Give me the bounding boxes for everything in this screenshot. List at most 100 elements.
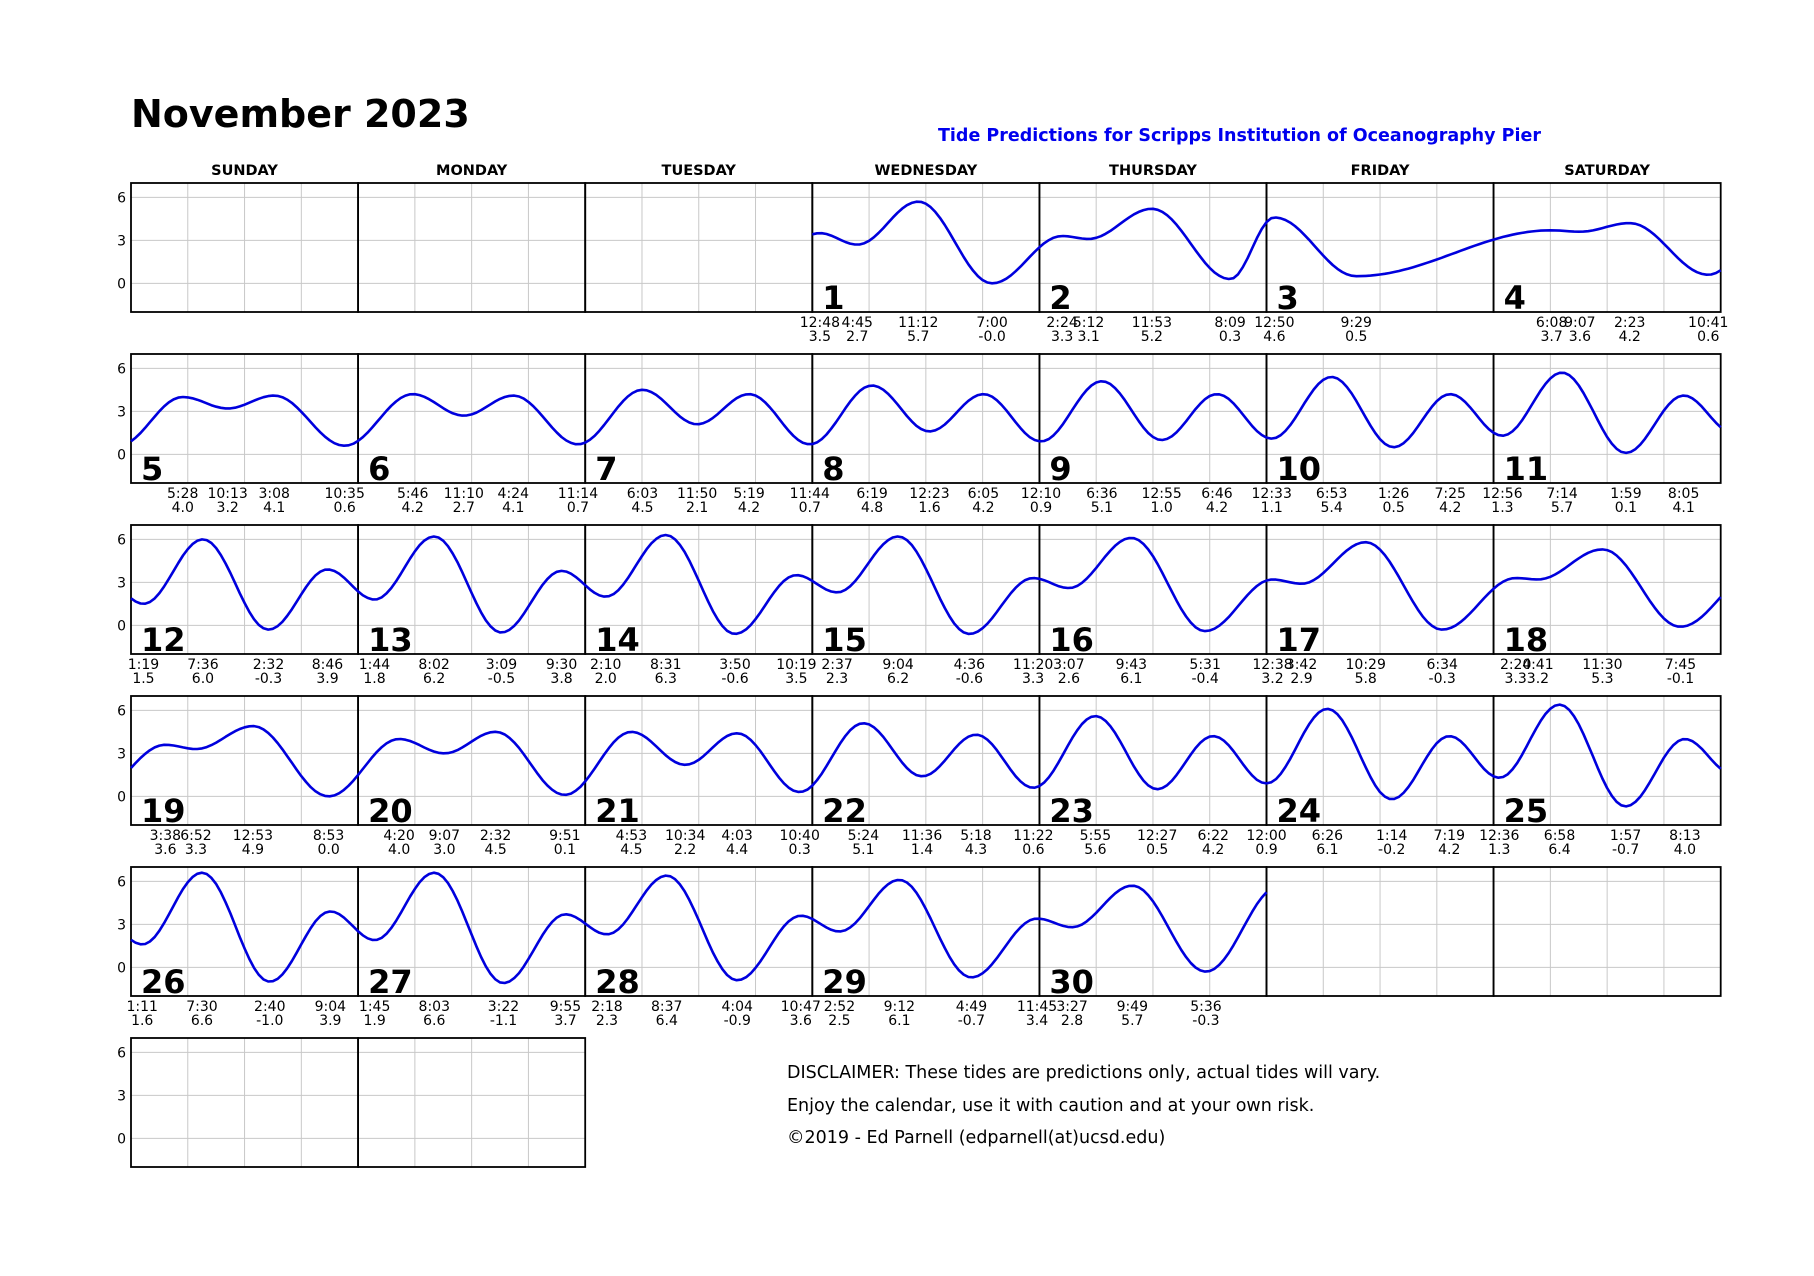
tide-height-label: 6.1	[1316, 842, 1338, 858]
tide-height-label: 6.4	[1548, 842, 1570, 858]
chart-subtitle: Tide Predictions for Scripps Institution…	[938, 126, 1541, 146]
tide-height-label: 3.3	[1051, 329, 1073, 345]
tide-time-label: 2:40	[254, 999, 285, 1015]
tide-time-label: 2:32	[480, 828, 511, 844]
tide-time-label: 1:14	[1376, 828, 1408, 844]
tide-height-label: -1.0	[256, 1013, 283, 1029]
tide-height-label: 4.2	[738, 500, 760, 516]
tide-height-label: 1.0	[1150, 500, 1172, 516]
tide-time-label: 12:53	[233, 828, 273, 844]
y-tick-label: 0	[117, 276, 126, 292]
tide-height-label: 1.1	[1261, 500, 1283, 516]
tide-time-label: 5:12	[1073, 315, 1104, 331]
day-number: 2	[1049, 279, 1071, 317]
tide-height-label: 0.9	[1255, 842, 1277, 858]
y-tick-label: 6	[117, 361, 126, 377]
tide-time-label: 9:29	[1341, 315, 1372, 331]
tide-height-label: 4.2	[1206, 500, 1228, 516]
tide-height-label: 5.8	[1355, 671, 1377, 687]
tide-time-label: 11:44	[790, 486, 830, 502]
tide-time-label: 8:03	[419, 999, 450, 1015]
tide-time-label: 5:18	[960, 828, 991, 844]
tide-height-label: 3.3	[1505, 671, 1527, 687]
tide-time-label: 1:59	[1610, 486, 1641, 502]
tide-height-label: 4.4	[726, 842, 748, 858]
tide-time-label: 12:33	[1252, 486, 1292, 502]
day-number: 21	[595, 792, 640, 830]
weekday-header: MONDAY	[436, 163, 508, 179]
tide-time-label: 10:13	[207, 486, 247, 502]
tide-curve	[812, 200, 1722, 285]
tide-time-label: 12:50	[1254, 315, 1294, 331]
tide-time-label: 3:07	[1053, 657, 1084, 673]
tide-height-label: 6.1	[1120, 671, 1142, 687]
tide-time-label: 4:04	[722, 999, 754, 1015]
tide-height-label: -0.7	[1612, 842, 1639, 858]
tide-height-label: 6.2	[423, 671, 445, 687]
day-number: 1	[822, 279, 844, 317]
tide-height-label: 4.2	[1619, 329, 1641, 345]
y-tick-label: 3	[117, 575, 126, 591]
tide-time-label: 8:02	[418, 657, 449, 673]
tide-time-label: 4:45	[842, 315, 873, 331]
tide-time-label: 3:08	[258, 486, 289, 502]
tide-time-label: 10:29	[1346, 657, 1386, 673]
tide-time-label: 8:31	[650, 657, 681, 673]
tide-height-label: 3.3	[1022, 671, 1044, 687]
tide-time-label: 7:25	[1435, 486, 1466, 502]
tide-time-label: 9:04	[882, 657, 914, 673]
tide-height-label: 4.6	[1263, 329, 1285, 345]
tide-curve	[130, 371, 1722, 455]
tide-height-label: -0.5	[488, 671, 515, 687]
day-number: 13	[368, 621, 413, 659]
tide-height-label: 0.5	[1345, 329, 1367, 345]
tide-height-label: 3.4	[1026, 1013, 1048, 1029]
tide-height-label: 1.9	[364, 1013, 386, 1029]
tide-time-label: 9:07	[429, 828, 460, 844]
tide-height-label: 4.5	[484, 842, 506, 858]
day-number: 15	[822, 621, 867, 659]
y-tick-label: 0	[117, 618, 126, 634]
tide-time-label: 9:49	[1117, 999, 1148, 1015]
tide-height-label: 3.2	[217, 500, 239, 516]
page-title: November 2023	[131, 92, 470, 136]
tide-time-label: 1:44	[359, 657, 391, 673]
tide-height-label: 3.6	[154, 842, 176, 858]
tide-height-label: 4.2	[402, 500, 424, 516]
tide-time-label: 8:46	[312, 657, 344, 673]
day-number: 3	[1277, 279, 1299, 317]
tide-time-label: 7:30	[186, 999, 217, 1015]
tide-time-label: 5:46	[397, 486, 429, 502]
tide-height-label: 0.9	[1030, 500, 1052, 516]
tide-time-label: 9:30	[546, 657, 577, 673]
tide-height-label: 1.5	[132, 671, 154, 687]
tide-time-label: 8:09	[1214, 315, 1245, 331]
tide-height-label: 2.7	[846, 329, 868, 345]
tide-height-label: -0.2	[1378, 842, 1405, 858]
y-tick-label: 0	[117, 447, 126, 463]
tide-time-label: 6:36	[1086, 486, 1118, 502]
tide-height-label: 4.5	[631, 500, 653, 516]
tide-time-label: 2:37	[821, 657, 852, 673]
tide-height-label: -0.3	[1429, 671, 1456, 687]
tide-height-label: 3.5	[785, 671, 807, 687]
tide-height-label: 3.7	[554, 1013, 576, 1029]
tide-height-label: 4.2	[1438, 842, 1460, 858]
tide-height-label: 3.9	[319, 1013, 341, 1029]
tide-height-label: 2.3	[596, 1013, 618, 1029]
tide-time-label: 12:36	[1479, 828, 1519, 844]
tide-height-label: 3.7	[1541, 329, 1563, 345]
tide-height-label: 3.3	[185, 842, 207, 858]
y-tick-label: 3	[117, 404, 126, 420]
tide-height-label: 1.3	[1491, 500, 1513, 516]
tide-time-label: 3:38	[150, 828, 181, 844]
day-number: 23	[1049, 792, 1094, 830]
tide-time-label: 11:50	[677, 486, 717, 502]
tide-time-label: 7:45	[1665, 657, 1696, 673]
tide-height-label: 4.9	[242, 842, 264, 858]
tide-height-label: 6.4	[656, 1013, 678, 1029]
tide-height-label: 6.6	[423, 1013, 445, 1029]
tide-height-label: 4.1	[502, 500, 524, 516]
tide-time-label: 6:22	[1197, 828, 1228, 844]
y-tick-label: 3	[117, 917, 126, 933]
